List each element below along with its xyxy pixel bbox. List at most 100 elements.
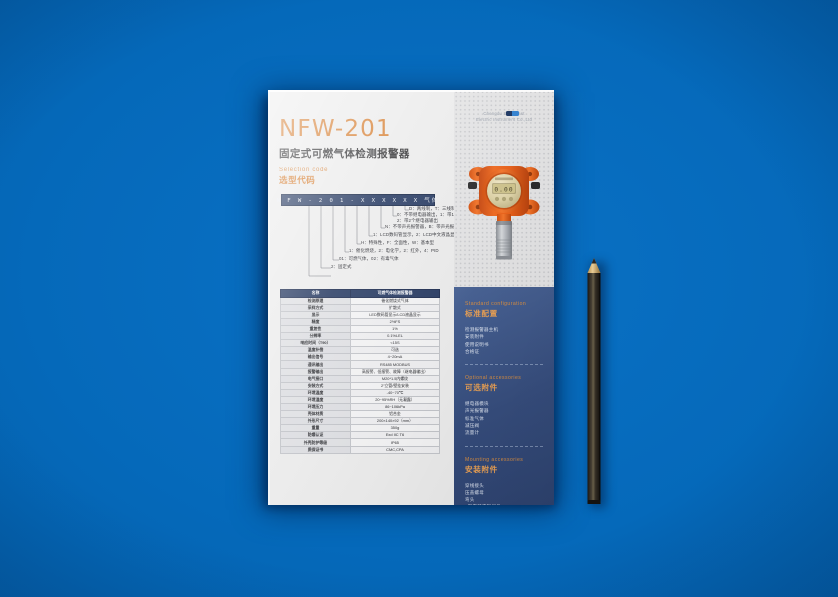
table-row: 外壳防护等级 IP65 bbox=[280, 438, 441, 447]
table-row: 环境湿度 20~95%RH（无凝露） bbox=[280, 395, 441, 405]
table-header-row: 名称 可燃气体检测报警器 bbox=[280, 289, 441, 298]
table-cell-value: 1% bbox=[349, 324, 441, 334]
table-row: 环境温度 -40~70℃ bbox=[280, 388, 441, 397]
table-row: 壳体材质 铝合金 bbox=[280, 410, 441, 419]
list-item: 检测报警器主机 bbox=[465, 327, 499, 332]
sidebar-divider bbox=[465, 445, 543, 447]
table-cell-value: 86~106kPa bbox=[349, 402, 441, 412]
list-item: 声光报警器 bbox=[465, 408, 489, 414]
table-cell-value: 4~20mA bbox=[349, 353, 441, 362]
table-row: 响应时间（T90） <15S bbox=[280, 339, 441, 348]
table-row: 质保证书 CMC,CPA bbox=[280, 445, 441, 454]
table-cell-key: 环境湿度 bbox=[280, 395, 351, 405]
list-item: 穿线接头 bbox=[465, 482, 484, 488]
selection-code-heading: Selection code 选型代码 bbox=[279, 167, 328, 186]
specification-table-body: 检测原理 催化燃烧式气体 采样方式 扩散式 显示 LED数码管显示/LCD液晶显示 精度 2%… bbox=[280, 296, 441, 454]
sidebar-section: Standard configuration 标准配置检测报警器主机 安装附件 使用说… bbox=[465, 301, 543, 355]
list-item: 减压阀 bbox=[465, 422, 480, 428]
brochure-left-column: NFW-201 固定式可燃气体检测报警器 Selection code 选型代码… bbox=[268, 90, 485, 505]
table-cell-key: 采样方式 bbox=[280, 303, 351, 312]
pencil[interactable] bbox=[586, 258, 602, 506]
selection-code-legend: D：两线制，T：三线制，F：四线制 0：不带继电器输出，1：带1个继电器输出， … bbox=[281, 206, 485, 288]
legend-item: H：特殊性，F：全面性，W：基本型 bbox=[361, 240, 435, 245]
page-left-edge bbox=[268, 90, 270, 505]
sidebar-section: Optional accessories 可选附件 继电器模块 声光报警器 标准气体 减压… bbox=[465, 375, 543, 436]
sidebar-divider bbox=[465, 364, 543, 366]
table-row: 输出信号 4~20mA bbox=[280, 353, 441, 362]
sidebar-section-title-en: Mounting accessories bbox=[465, 456, 524, 463]
table-row: 通讯输出 RS485 MODBUS bbox=[280, 360, 441, 369]
legend-item: 1：催化燃烧，2：电化学，2：红外，4：PID bbox=[349, 248, 439, 253]
table-cell-value: 扩散式 bbox=[349, 303, 441, 312]
table-row: 重复性 1% bbox=[280, 324, 441, 334]
model-code-text: N F W - 2 0 1 - X X X X X X 气体 bbox=[276, 198, 440, 204]
table-cell-key: 重复性 bbox=[280, 324, 351, 334]
sidebar-section-title-cn: 安装附件 bbox=[465, 464, 498, 474]
table-row: 检测原理 催化燃烧式气体 bbox=[280, 296, 441, 305]
table-row: 精度 2%FS bbox=[280, 317, 441, 326]
table-cell-value: 2%FS bbox=[349, 317, 441, 326]
selection-code-label-cn: 选型代码 bbox=[279, 175, 316, 185]
table-cell-key: 质保证书 bbox=[280, 445, 351, 454]
model-code-bar: N F W - 2 0 1 - X X X X X X 气体 bbox=[277, 194, 437, 206]
table-cell-value: RS485 MODBUS bbox=[349, 360, 441, 369]
list-item: 弯头 bbox=[465, 497, 475, 503]
table-cell-key: 精度 bbox=[280, 317, 351, 326]
page-title: NFW-201 bbox=[279, 116, 392, 142]
page-top-edge bbox=[268, 90, 554, 92]
product-subtitle: 固定式可燃气体检测报警器 bbox=[279, 148, 410, 160]
table-cell-key: 输出信号 bbox=[280, 353, 351, 362]
table-cell-key: 环境压力 bbox=[280, 402, 351, 412]
table-cell-value: M20*1.5内螺纹 bbox=[349, 374, 441, 383]
table-cell-value: 200×140×92（mm） bbox=[349, 417, 441, 426]
table-cell-value: 2″立管/壁挂安装 bbox=[349, 381, 441, 390]
table-cell-key: 壳体材质 bbox=[280, 410, 351, 419]
svg-text:0.00: 0.00 bbox=[494, 187, 513, 194]
table-cell-key: 通讯输出 bbox=[280, 360, 351, 369]
table-cell-key: 温度补偿 bbox=[280, 346, 351, 355]
sidebar-section-title-cn: 标准配置 bbox=[465, 309, 498, 318]
table-cell-value: CMC,CPA bbox=[349, 445, 441, 454]
selection-code-label-en: Selection code bbox=[279, 167, 329, 173]
legend-item: 2：带2个继电器输出 bbox=[397, 218, 439, 223]
company-logo: Chengdu Southeast Electric Instrument Co… bbox=[454, 108, 554, 126]
table-cell-value: -40~70℃ bbox=[349, 388, 441, 397]
list-item: 安装附件 bbox=[465, 334, 484, 340]
list-item: 合格证 bbox=[465, 348, 480, 354]
table-cell-key: 检测原理 bbox=[280, 296, 351, 305]
list-item: 标准气体 bbox=[465, 415, 484, 421]
brochure-page[interactable]: NFW-201 固定式可燃气体检测报警器 Selection code 选型代码… bbox=[268, 90, 554, 505]
table-row: 环境压力 86~106kPa bbox=[280, 402, 441, 412]
list-item: 压盖螺母 bbox=[465, 489, 484, 495]
table-row: 防爆认证 Exd IIC T6 bbox=[280, 431, 441, 440]
table-row: 分辨率 0.1%LEL bbox=[280, 332, 441, 341]
title-block: NFW-201 固定式可燃气体检测报警器 bbox=[279, 118, 410, 161]
table-cell-key: 显示 bbox=[280, 310, 351, 319]
table-cell-value: 高报警、低报警、故障（继电器输出） bbox=[349, 367, 441, 376]
table-cell-key: 防爆认证 bbox=[280, 431, 351, 440]
table-row: 报警输出 高报警、低报警、故障（继电器输出） bbox=[280, 367, 441, 376]
list-item: 流量计 bbox=[465, 430, 480, 436]
legend-item: N：不带声光报警器，B：带声光报警器 bbox=[385, 224, 464, 229]
table-cell-value: IP65 bbox=[349, 438, 441, 447]
sidebar-section: Mounting accessories安装附件穿线接头压盖螺母弯头L型安装支架… bbox=[465, 457, 543, 505]
specification-table: 名称 可燃气体检测报警器 检测原理 催化燃烧式气体 采样方式 扩散式 显示 LED数码管显… bbox=[280, 289, 441, 454]
sidebar-section-title-en: Standard configuration bbox=[465, 301, 527, 307]
table-row: 外形尺寸 200×140×92（mm） bbox=[280, 417, 441, 426]
company-name-line2: Electric Instrument Co.,Ltd bbox=[475, 117, 533, 122]
table-row: 采样方式 扩散式 bbox=[280, 303, 441, 312]
brochure-right-column: Chengdu Southeast Electric Instrument Co… bbox=[454, 90, 554, 505]
logo-mark-icon bbox=[506, 111, 520, 117]
table-cell-key: 报警输出 bbox=[280, 367, 351, 376]
sidebar-sections: Standard configuration 标准配置 检测报警器主机 安装附件 使用说… bbox=[465, 301, 543, 505]
list-item: 使用说明书 bbox=[465, 341, 489, 347]
sidebar-section-list: 检测报警器主机 安装附件 使用说明书 合格证 bbox=[465, 326, 543, 355]
table-cell-value: LED数码管显示/LCD液晶显示 bbox=[349, 310, 441, 319]
legend-item: 01：可燃气体，02：有毒气体 bbox=[339, 256, 399, 261]
table-cell-value: <15S bbox=[349, 339, 441, 348]
sidebar-section-list: 穿线接头压盖螺母弯头L型安装支架组件 bbox=[465, 482, 543, 505]
table-cell-value: 20~95%RH（无凝露） bbox=[349, 395, 441, 405]
legend-item: 2：固定式 bbox=[331, 264, 352, 269]
list-item: L型安装支架组件 bbox=[465, 503, 543, 505]
table-cell-key: 外壳防护等级 bbox=[280, 438, 351, 447]
